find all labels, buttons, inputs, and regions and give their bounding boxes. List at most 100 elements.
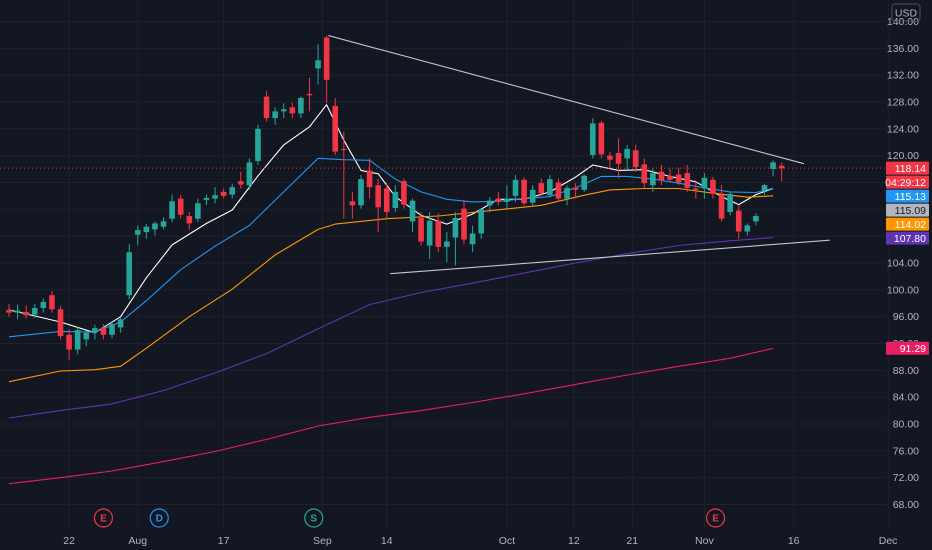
moving-average-line <box>8 347 774 485</box>
candle <box>607 151 613 169</box>
x-tick-label: 21 <box>626 535 638 547</box>
event-marker-letter: E <box>712 514 719 525</box>
candle <box>504 185 510 209</box>
candle-body <box>701 177 708 189</box>
trendline-upper[interactable] <box>328 35 805 165</box>
candle-body <box>263 96 270 119</box>
candle-body <box>229 187 236 195</box>
candle <box>349 191 356 219</box>
candle <box>641 158 648 189</box>
price-tag-label: 114.02 <box>895 219 926 231</box>
candle <box>375 178 381 233</box>
candle-body <box>392 191 399 208</box>
event-marker-s[interactable]: S <box>304 508 324 528</box>
candle <box>195 198 201 223</box>
candle-body <box>624 148 630 159</box>
candle <box>237 171 244 189</box>
candle-body <box>246 162 253 186</box>
candle <box>263 91 270 122</box>
x-tick-label: 17 <box>218 535 230 547</box>
candle-body <box>504 198 510 202</box>
candle-body <box>255 128 261 162</box>
candle <box>753 213 759 226</box>
trendlines[interactable] <box>328 35 830 275</box>
event-marker-letter: E <box>100 514 107 525</box>
time-axis[interactable]: 22 Aug 17 Sep 14 Oct 12 21 Nov 16 Dec <box>63 535 897 547</box>
event-marker-e[interactable]: E <box>705 508 726 528</box>
candle-body <box>212 195 218 199</box>
candle-body <box>426 220 433 246</box>
y-tick-label: 140.00 <box>887 16 919 28</box>
event-marker-circle <box>705 508 726 528</box>
candle-body <box>495 198 502 202</box>
candle <box>315 44 321 85</box>
candle-body <box>658 171 665 181</box>
candle <box>727 191 733 216</box>
currency-badge[interactable]: USD <box>891 3 921 22</box>
y-tick-label: 76.00 <box>893 445 919 457</box>
candle <box>547 175 553 198</box>
candle <box>40 298 47 313</box>
candle-body <box>418 218 424 242</box>
candle-body <box>538 183 545 194</box>
candle <box>495 191 502 206</box>
candle <box>229 183 236 199</box>
candle <box>444 232 450 263</box>
price-tag: 118.14 <box>886 161 929 175</box>
candle-body <box>632 150 639 168</box>
candle-body <box>521 179 527 204</box>
candle <box>255 124 261 166</box>
candle <box>761 183 768 196</box>
candle-body <box>684 173 691 188</box>
candle <box>160 217 167 230</box>
y-tick-label: 88.00 <box>893 365 919 377</box>
event-marker-e[interactable]: E <box>93 508 114 528</box>
candle <box>306 77 313 112</box>
price-tag-label: 04:29:12 <box>885 177 926 189</box>
candle-body <box>667 175 673 180</box>
candle <box>289 102 296 119</box>
candle <box>126 244 132 300</box>
trendline-lower[interactable] <box>390 239 830 275</box>
x-tick-label: 12 <box>568 535 580 547</box>
candle <box>66 329 72 360</box>
candle <box>83 330 90 347</box>
candle-body <box>280 109 287 112</box>
candle <box>332 97 339 155</box>
candle-body <box>693 188 699 190</box>
price-tag: 115.13 <box>886 189 929 203</box>
candle-body <box>134 230 141 235</box>
candle-body <box>675 174 682 183</box>
y-tick-label: 68.00 <box>893 499 919 511</box>
candle <box>555 178 562 202</box>
price-tags: 118.14 04:29:12 115.13 115.09 114.02 107.80 91… <box>885 161 929 355</box>
moving-averages <box>8 104 774 485</box>
y-tick-label: 124.00 <box>887 123 919 135</box>
candle <box>735 205 742 239</box>
moving-average-line <box>8 157 774 338</box>
candle-body <box>23 311 29 316</box>
candle-body <box>315 60 321 69</box>
price-tag-bg <box>886 189 929 203</box>
candle-body <box>375 185 381 208</box>
candle-body <box>14 310 21 313</box>
candle <box>383 183 390 219</box>
price-tag-bg <box>886 175 929 189</box>
candle <box>143 224 150 239</box>
candle-body <box>40 301 47 308</box>
candle-body <box>753 216 759 222</box>
candle-body <box>57 309 64 337</box>
event-marker-circle <box>149 508 169 528</box>
candle <box>31 303 38 318</box>
candle <box>6 303 12 317</box>
candle <box>169 194 175 223</box>
event-marker-d[interactable]: D <box>149 508 169 528</box>
candle-body <box>289 107 296 114</box>
candle <box>280 103 287 119</box>
price-tag: 04:29:12 <box>885 175 929 189</box>
price-axis[interactable]: 68.0072.0076.0080.0084.0088.0092.0096.00… <box>887 16 919 511</box>
price-tag-bg <box>886 231 929 245</box>
price-tag-label: 118.14 <box>895 163 926 175</box>
